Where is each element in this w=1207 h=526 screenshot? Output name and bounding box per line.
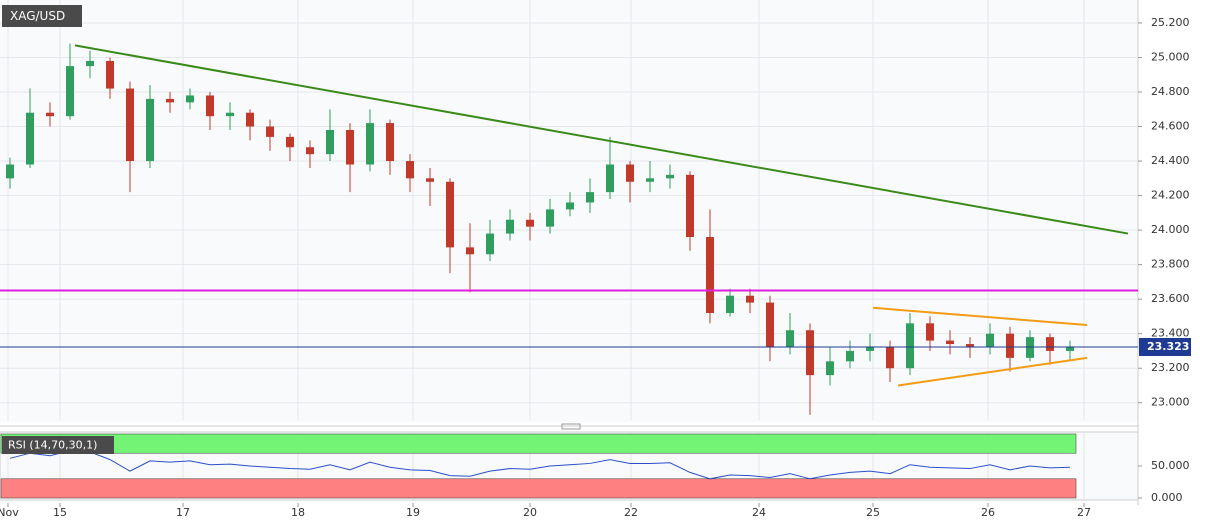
candle-body bbox=[226, 112, 234, 117]
candle-body bbox=[466, 247, 474, 255]
y-tick-label: 24.200 bbox=[1151, 189, 1190, 202]
x-tick-label: 19 bbox=[406, 506, 420, 519]
rsi-title: RSI (14,70,30,1) bbox=[8, 439, 97, 452]
y-tick-label: 0.000 bbox=[1151, 491, 1183, 504]
marks-layer bbox=[0, 43, 1138, 499]
candle-body bbox=[506, 219, 514, 234]
candle-body bbox=[746, 295, 754, 303]
candle-body bbox=[686, 174, 694, 238]
candle-body bbox=[926, 323, 934, 341]
chart-title: XAG/USD bbox=[10, 9, 65, 23]
candle-body bbox=[946, 340, 954, 345]
candle-body bbox=[706, 237, 714, 313]
candle-body bbox=[786, 330, 794, 348]
candle-body bbox=[246, 112, 254, 127]
candle-body bbox=[866, 347, 874, 351]
y-tick-label: 23.400 bbox=[1151, 327, 1190, 340]
last-price-box bbox=[1139, 337, 1191, 356]
candle-body bbox=[646, 178, 654, 182]
rsi-band bbox=[0, 478, 1077, 499]
candle-body bbox=[46, 112, 54, 117]
title-box bbox=[2, 5, 82, 27]
candle-body bbox=[266, 126, 274, 137]
y-tick-label: 24.600 bbox=[1151, 120, 1190, 133]
candle-body bbox=[806, 330, 814, 376]
candle-body bbox=[106, 60, 114, 89]
y-tick-label: 23.600 bbox=[1151, 292, 1190, 305]
candle-body bbox=[766, 302, 774, 348]
candle-body bbox=[886, 347, 894, 369]
x-tick-label: 26 bbox=[981, 506, 995, 519]
grid-layer bbox=[0, 0, 1142, 507]
candle-body bbox=[406, 161, 414, 179]
candle-body bbox=[326, 129, 334, 155]
x-tick-label: 24 bbox=[752, 506, 766, 519]
y-tick-label: 23.200 bbox=[1151, 361, 1190, 374]
candle-body bbox=[826, 361, 834, 376]
y-tick-label: 23.800 bbox=[1151, 258, 1190, 271]
candle-body bbox=[146, 98, 154, 162]
candle-body bbox=[966, 344, 974, 348]
y-tick-label: 25.200 bbox=[1151, 16, 1190, 29]
candle-body bbox=[606, 164, 614, 193]
candle-body bbox=[386, 123, 394, 162]
candle-body bbox=[366, 123, 374, 165]
candle-body bbox=[986, 333, 994, 348]
candle-body bbox=[186, 95, 194, 103]
label-layer: 23.000 23.200 23.400 23.600 23.800 24.000 24.2… bbox=[0, 16, 1191, 519]
rsi-title-box bbox=[2, 436, 114, 454]
candle-body bbox=[286, 136, 294, 148]
x-tick-label: 18 bbox=[291, 506, 305, 519]
y-tick-label: 23.000 bbox=[1151, 396, 1190, 409]
last-price-label: 23.323 bbox=[1147, 340, 1189, 353]
candle-body bbox=[566, 202, 574, 210]
candle-body bbox=[1026, 337, 1034, 358]
x-tick-label: Nov bbox=[0, 506, 19, 519]
candle-body bbox=[126, 88, 134, 162]
candle-body bbox=[426, 178, 434, 182]
x-tick-label: 17 bbox=[176, 506, 190, 519]
candle-body bbox=[446, 181, 454, 248]
candle-body bbox=[26, 112, 34, 165]
candle-body bbox=[1046, 337, 1054, 351]
trendline bbox=[897, 356, 1088, 387]
x-tick-label: 15 bbox=[53, 506, 67, 519]
price-pane bbox=[0, 0, 1138, 422]
x-tick-label: 20 bbox=[523, 506, 537, 519]
candle-body bbox=[626, 164, 634, 182]
candle-body bbox=[906, 323, 914, 369]
candle-body bbox=[846, 350, 854, 362]
candle-body bbox=[6, 164, 14, 179]
x-tick-label: 25 bbox=[866, 506, 880, 519]
candle-body bbox=[1066, 347, 1074, 351]
trendline bbox=[74, 44, 1129, 235]
candle-body bbox=[486, 233, 494, 255]
candle-body bbox=[306, 147, 314, 155]
y-tick-label: 24.000 bbox=[1151, 223, 1190, 236]
trendline bbox=[872, 306, 1088, 327]
candle-body bbox=[546, 209, 554, 227]
x-tick-label: 27 bbox=[1077, 506, 1091, 519]
candle-body bbox=[206, 95, 214, 117]
candle-body bbox=[586, 192, 594, 203]
x-tick-label: 22 bbox=[624, 506, 638, 519]
candle-body bbox=[526, 219, 534, 227]
candle-body bbox=[66, 66, 74, 117]
candle-body bbox=[666, 174, 674, 179]
candle-body bbox=[166, 98, 174, 103]
candle-body bbox=[726, 295, 734, 313]
candle-body bbox=[86, 60, 94, 67]
y-tick-label: 25.000 bbox=[1151, 50, 1190, 63]
rsi-band bbox=[0, 433, 1077, 454]
y-tick-label: 50.000 bbox=[1151, 459, 1190, 472]
rsi-line bbox=[9, 450, 1071, 480]
y-tick-label: 24.400 bbox=[1151, 154, 1190, 167]
y-tick-label: 24.800 bbox=[1151, 85, 1190, 98]
resize-handle[interactable] bbox=[561, 423, 581, 430]
candle-body bbox=[1006, 333, 1014, 358]
candle-body bbox=[346, 129, 354, 165]
